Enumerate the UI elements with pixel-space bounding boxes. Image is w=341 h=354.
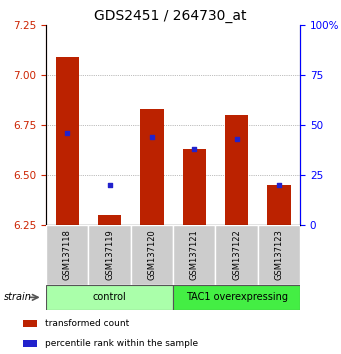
- Bar: [182, 149, 206, 225]
- Point: [149, 134, 154, 139]
- Text: GSM137123: GSM137123: [275, 229, 283, 280]
- Bar: [46, 225, 88, 285]
- Text: percentile rank within the sample: percentile rank within the sample: [45, 339, 198, 348]
- Point: [276, 182, 282, 188]
- Bar: [131, 225, 173, 285]
- Text: GSM137122: GSM137122: [232, 229, 241, 280]
- Bar: [173, 285, 300, 310]
- Text: GDS2451 / 264730_at: GDS2451 / 264730_at: [94, 9, 247, 23]
- Bar: [56, 57, 79, 225]
- Bar: [98, 215, 121, 225]
- Bar: [225, 115, 248, 225]
- Text: GSM137120: GSM137120: [147, 229, 157, 280]
- Bar: [258, 225, 300, 285]
- Bar: [88, 225, 131, 285]
- Text: GSM137119: GSM137119: [105, 229, 114, 280]
- Point: [64, 130, 70, 136]
- Text: GSM137121: GSM137121: [190, 229, 199, 280]
- Point: [107, 182, 112, 188]
- Text: strain: strain: [3, 292, 31, 302]
- Bar: [23, 320, 38, 327]
- Bar: [216, 225, 258, 285]
- Bar: [23, 341, 38, 347]
- Point: [234, 136, 239, 142]
- Text: transformed count: transformed count: [45, 319, 130, 328]
- Text: control: control: [93, 292, 127, 302]
- Text: GSM137118: GSM137118: [63, 229, 72, 280]
- Bar: [46, 285, 173, 310]
- Point: [192, 146, 197, 152]
- Text: TAC1 overexpressing: TAC1 overexpressing: [186, 292, 287, 302]
- Bar: [267, 185, 291, 225]
- Bar: [140, 109, 164, 225]
- Bar: [173, 225, 216, 285]
